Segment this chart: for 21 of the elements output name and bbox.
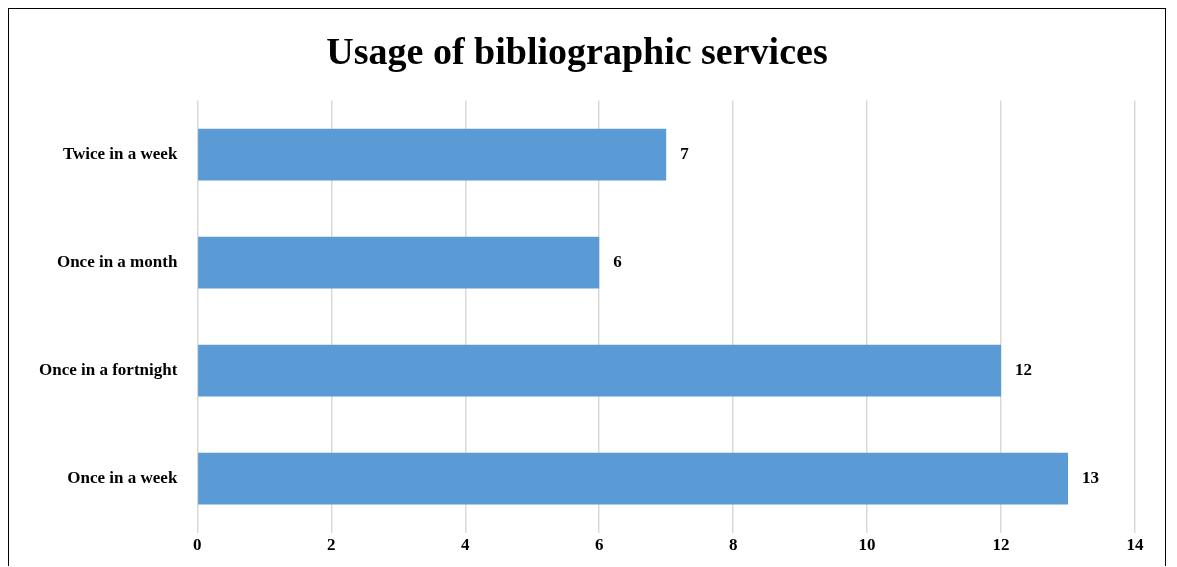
x-tick-label: 0 — [193, 535, 202, 555]
data-label: 7 — [680, 143, 690, 163]
x-tick-label: 8 — [728, 535, 738, 555]
x-tick-label: 12 — [992, 535, 1010, 555]
bar — [198, 236, 600, 289]
x-tick-label: 6 — [594, 535, 604, 555]
y-tick-label: Once in a week — [67, 467, 178, 487]
x-tick-label: 14 — [1126, 535, 1144, 555]
y-tick-label: Once in a month — [56, 251, 178, 271]
y-tick-label: Once in a fortnight — [39, 359, 178, 379]
x-tick-label: 10 — [858, 535, 876, 555]
bar — [198, 344, 1002, 397]
data-label: 6 — [613, 251, 622, 271]
x-tick-label: 4 — [461, 535, 471, 555]
bar — [198, 452, 1069, 505]
data-label: 13 — [1082, 467, 1100, 487]
bar — [198, 128, 667, 181]
y-tick-label: Twice in a week — [62, 143, 178, 163]
chart-title: Usage of bibliographic services — [326, 29, 828, 72]
x-tick-label: 2 — [327, 535, 336, 555]
data-label: 12 — [1015, 359, 1033, 379]
